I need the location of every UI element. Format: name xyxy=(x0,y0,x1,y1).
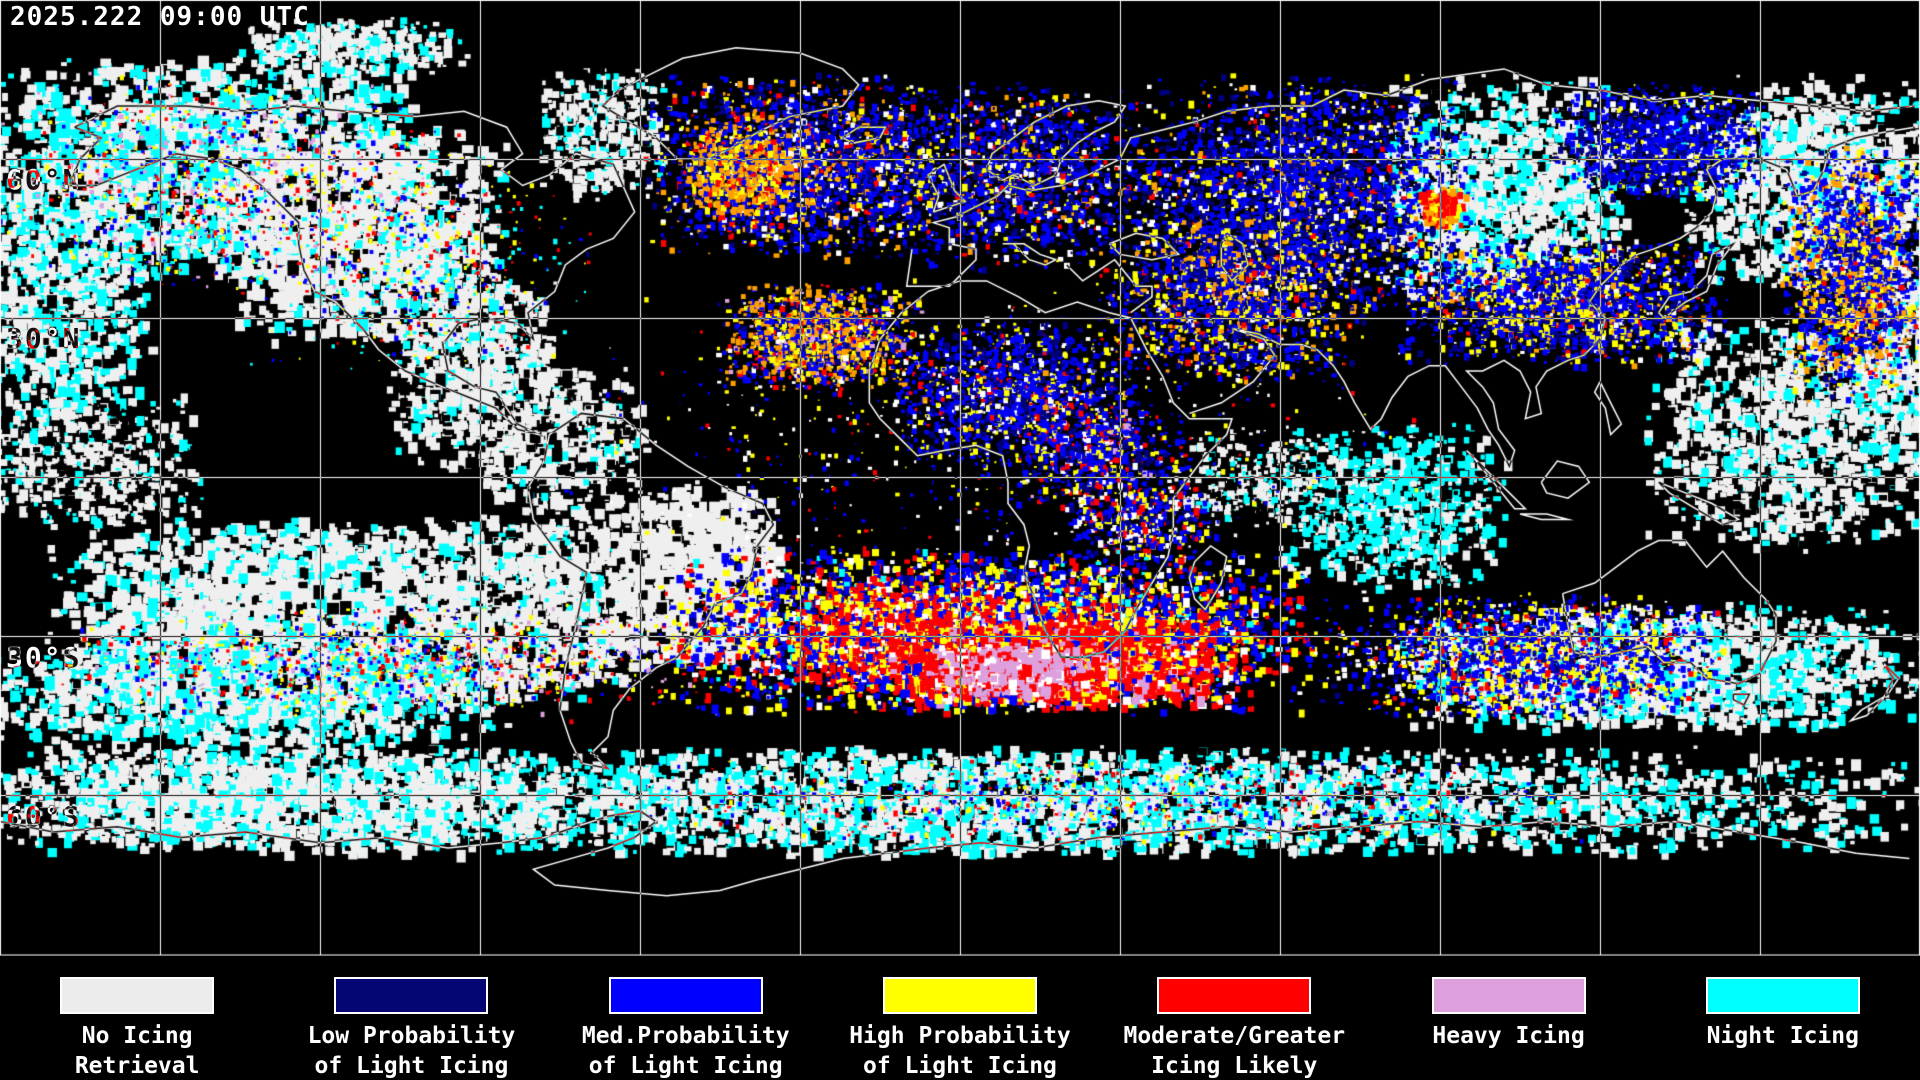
legend-item-low-prob: Low Probability of Light Icing xyxy=(274,956,548,1080)
legend-label: High Probability of Light Icing xyxy=(849,1021,1071,1080)
legend-label-line2: of Light Icing xyxy=(588,1053,783,1079)
legend-label: Med.Probability of Light Icing xyxy=(582,1021,790,1080)
legend-label-line1: Moderate/Greater xyxy=(1123,1023,1346,1049)
icing-map-canvas xyxy=(0,0,1920,956)
legend-item-night: Night Icing xyxy=(1646,956,1920,1051)
lat-label-30n: 30°N xyxy=(6,322,82,355)
lat-label-30s: 30°S xyxy=(6,641,82,674)
legend-label-line2: Retrieval xyxy=(74,1053,200,1079)
low-prob-swatch xyxy=(334,977,489,1014)
legend-item-high-prob: High Probability of Light Icing xyxy=(823,956,1097,1080)
lat-label-60s: 60°S xyxy=(6,800,82,833)
heavy-icing-swatch xyxy=(1431,977,1586,1014)
legend-label: Moderate/Greater Icing Likely xyxy=(1123,1021,1345,1080)
legend-label-line2: of Light Icing xyxy=(863,1053,1057,1079)
legend-label-line1: Med.Probability xyxy=(581,1023,790,1049)
legend-label-line2: Icing Likely xyxy=(1151,1053,1318,1079)
night-icing-swatch xyxy=(1705,977,1860,1014)
legend-label-line1: No Icing xyxy=(81,1023,193,1049)
legend-label-line1: High Probability xyxy=(849,1023,1071,1049)
lat-label-60n: 60°N xyxy=(6,163,82,196)
legend-label: Heavy Icing xyxy=(1432,1021,1584,1051)
legend-item-no-icing: No Icing Retrieval xyxy=(0,956,274,1080)
legend-label-line2: of Light Icing xyxy=(314,1053,509,1079)
world-icing-map: 2025.222 09:00 UTC 60°N 30°N 30°S 60°S xyxy=(0,0,1920,956)
med-prob-swatch xyxy=(608,977,763,1014)
legend-label: No Icing Retrieval xyxy=(75,1021,200,1080)
legend-label-line1: Night Icing xyxy=(1706,1023,1859,1049)
legend-label: Night Icing xyxy=(1707,1021,1859,1051)
legend-bar: No Icing Retrieval Low Probability of Ligh… xyxy=(0,956,1920,1080)
high-prob-swatch xyxy=(882,977,1037,1014)
legend-label-line1: Heavy Icing xyxy=(1432,1023,1585,1049)
no-icing-swatch xyxy=(60,977,215,1014)
legend-label-line1: Low Probability xyxy=(307,1023,516,1049)
moderate-icing-swatch xyxy=(1157,977,1312,1014)
timestamp: 2025.222 09:00 UTC xyxy=(10,2,310,32)
legend-label: Low Probability of Light Icing xyxy=(308,1021,516,1080)
legend-item-heavy: Heavy Icing xyxy=(1371,956,1645,1051)
legend-item-moderate: Moderate/Greater Icing Likely xyxy=(1097,956,1371,1080)
legend-item-med-prob: Med.Probability of Light Icing xyxy=(549,956,823,1080)
